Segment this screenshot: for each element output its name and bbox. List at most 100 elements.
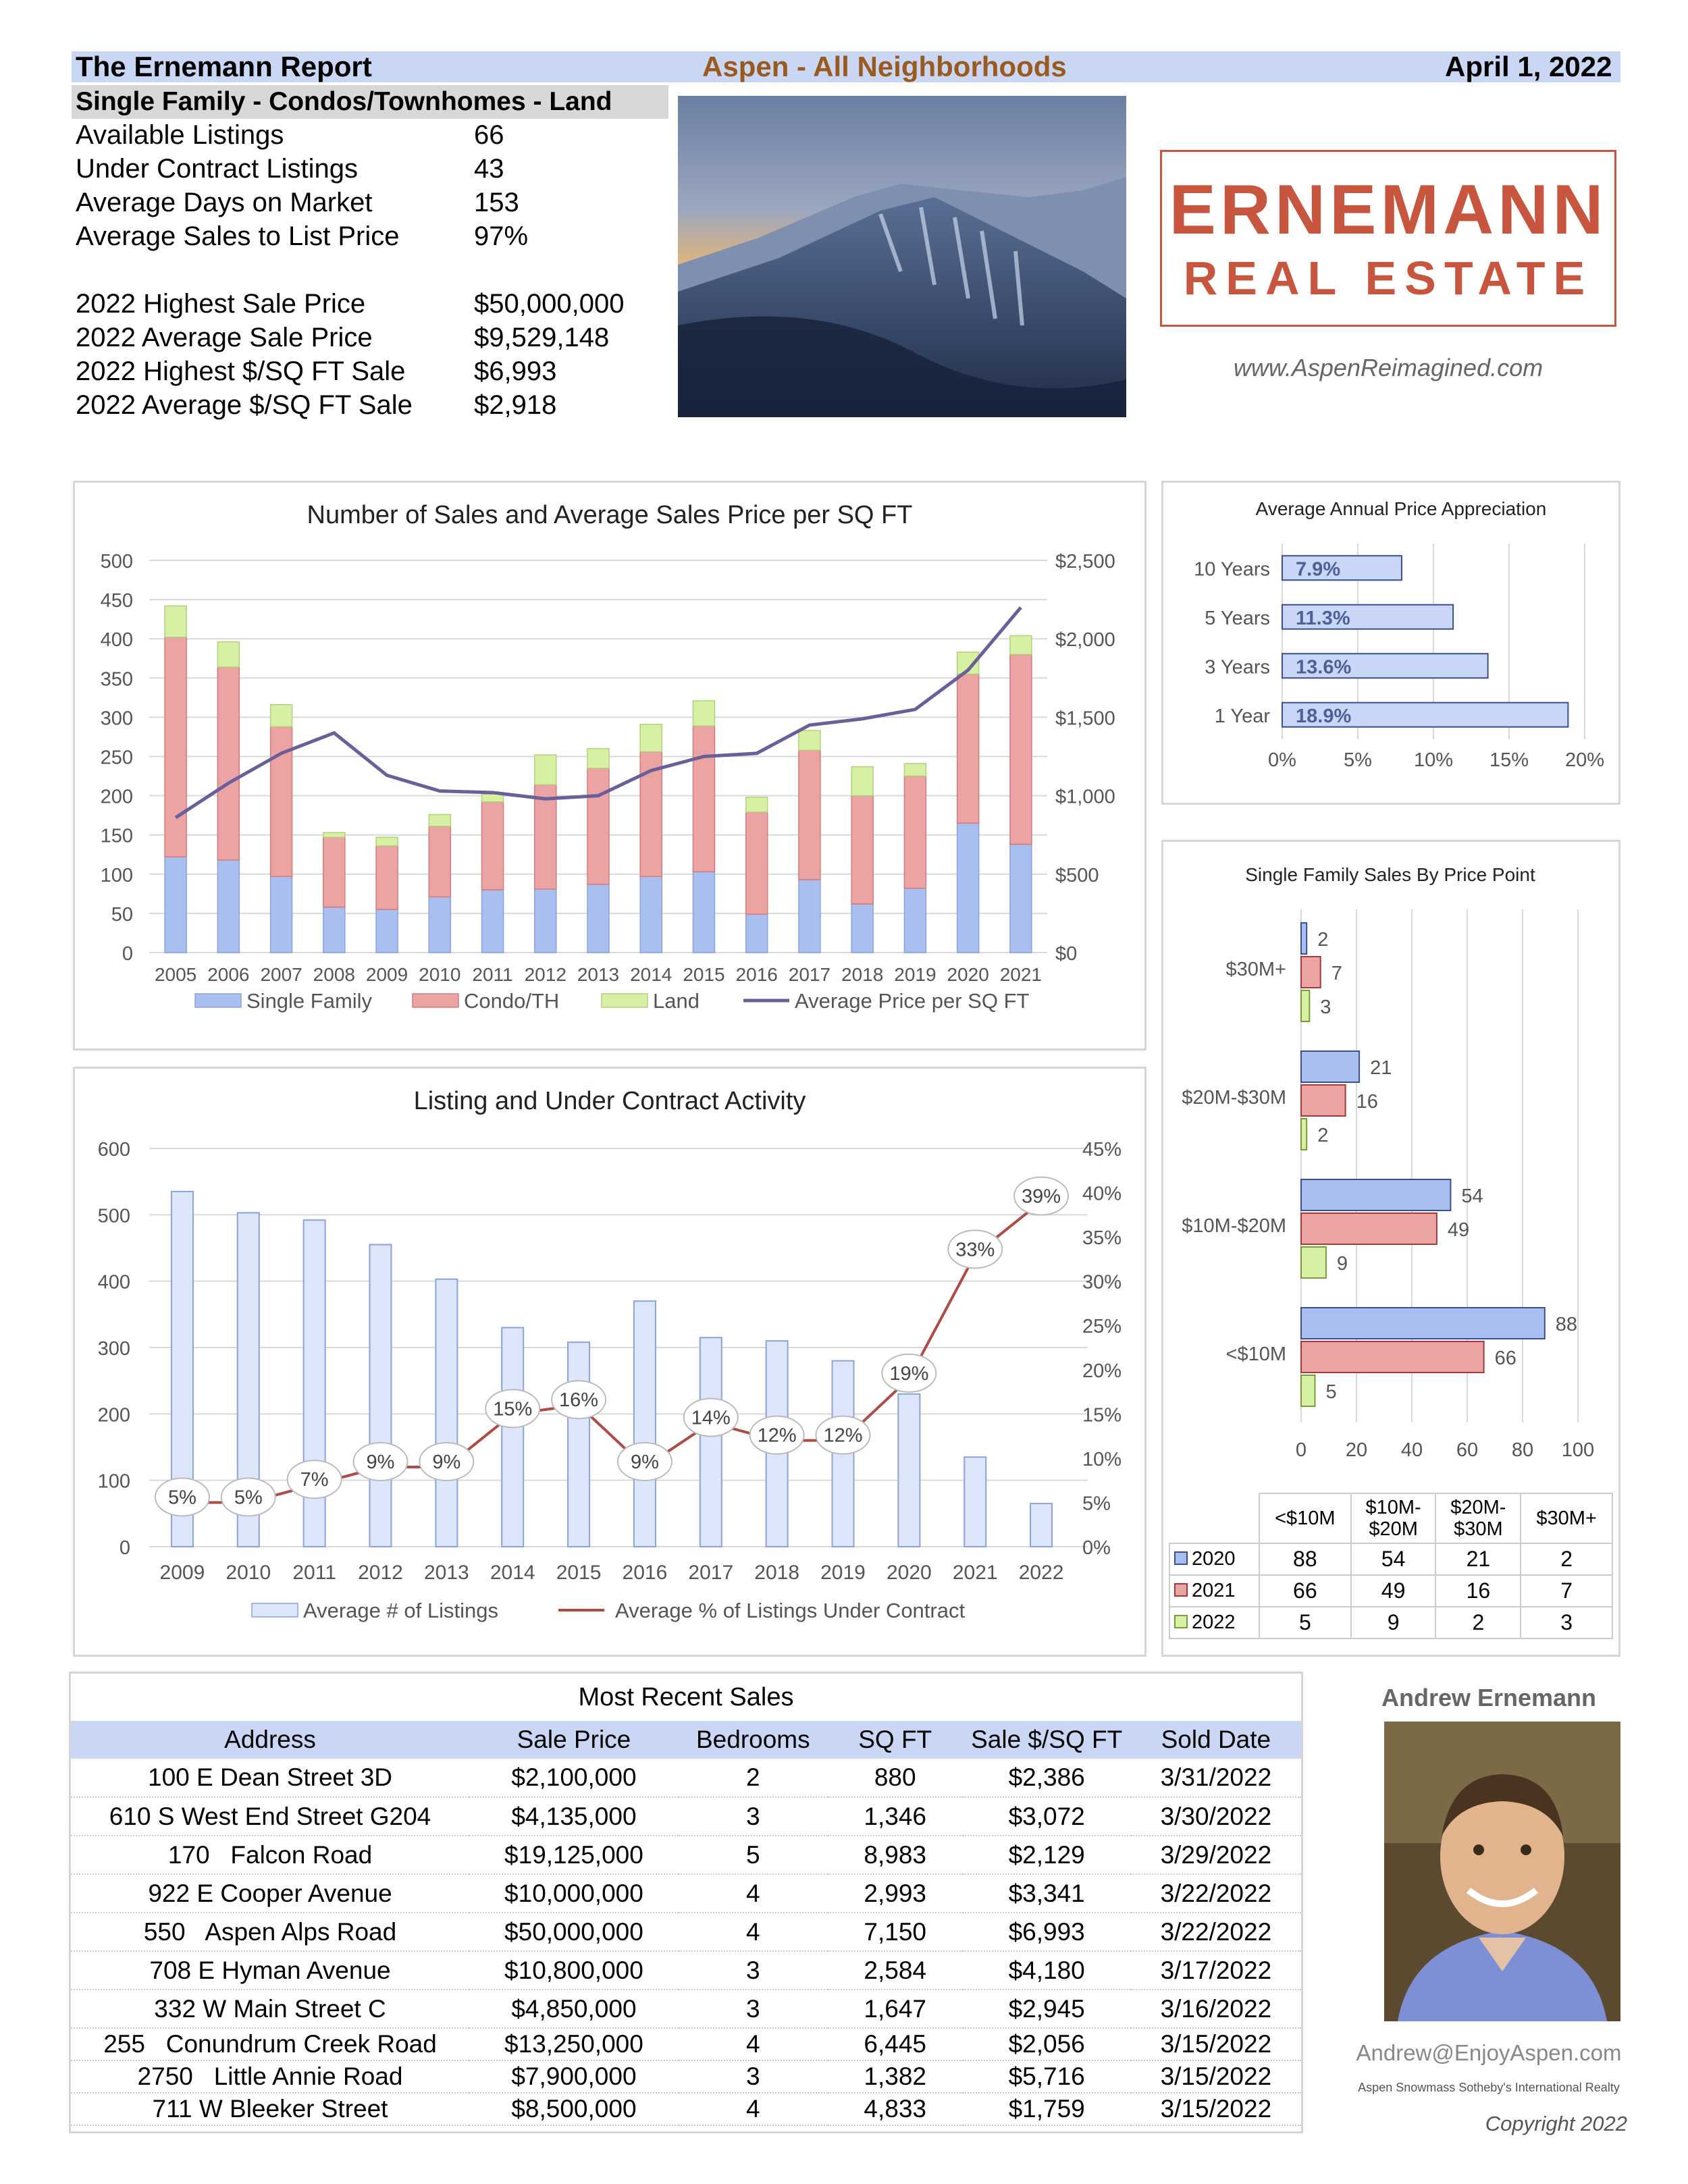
- bar-condo: [956, 673, 980, 824]
- logo-line-1: ERNEMANN: [1169, 171, 1608, 249]
- table-cell: 3/15/2022: [1160, 2062, 1272, 2090]
- stat-label: Average Sales to List Price: [76, 221, 400, 251]
- price-point-bar-2020: [1300, 1050, 1361, 1083]
- table-cell: 255 Conundrum Creek Road: [103, 2030, 437, 2058]
- bar-listings: [964, 1456, 987, 1547]
- y2-tick-label: 35%: [1082, 1227, 1122, 1249]
- x-tick-label: 80: [1512, 1439, 1533, 1461]
- y-tick-label: 0: [120, 1537, 130, 1559]
- x-tick-label: 2015: [556, 1562, 602, 1584]
- x-tick-label: 15%: [1489, 749, 1529, 771]
- table-cell: $10,000,000: [504, 1879, 643, 1907]
- bar-condo: [534, 784, 557, 890]
- bar-listings: [369, 1244, 392, 1547]
- x-tick-label: 2016: [736, 964, 778, 985]
- table-cell: 3: [746, 1994, 760, 2023]
- website-link[interactable]: www.AspenReimagined.com: [1233, 354, 1544, 381]
- data-label: 12%: [823, 1425, 862, 1447]
- table-cell: 3/15/2022: [1160, 2095, 1272, 2123]
- x-tick-label: 2018: [841, 964, 883, 985]
- x-tick-label: 2019: [820, 1562, 866, 1584]
- chart-title: Single Family Sales By Price Point: [1245, 864, 1535, 885]
- table-column-header: Bedrooms: [696, 1726, 810, 1753]
- x-tick-label: 2019: [894, 964, 936, 985]
- table-cell: 21: [1435, 1543, 1522, 1576]
- y-tick-label: 1 Year: [1215, 705, 1271, 727]
- price-per-sqft-line: [174, 606, 1022, 820]
- x-tick-label: 2015: [683, 964, 724, 985]
- table-cell: 3/17/2022: [1160, 1956, 1272, 1984]
- data-label-bubble: [1013, 1176, 1070, 1216]
- bar-land: [323, 832, 346, 838]
- table-cell: 4: [746, 1879, 760, 1907]
- bar-listings: [699, 1337, 722, 1547]
- table-cell: 7: [1520, 1574, 1613, 1607]
- data-label: 15%: [493, 1398, 532, 1420]
- listing-chart-panel: Listing and Under Contract Activity 0 100 2…: [73, 1067, 1146, 1657]
- y2-tick-label: 5%: [1082, 1493, 1111, 1514]
- bar-land: [903, 763, 927, 777]
- x-tick-label: 2016: [623, 1562, 668, 1584]
- table-cell: 9: [1350, 1606, 1437, 1639]
- bar-land: [269, 704, 293, 728]
- bar-land: [164, 605, 187, 638]
- bar-land: [798, 730, 821, 751]
- stat-value: $50,000,000: [474, 289, 625, 319]
- data-label-bubble: [485, 1389, 541, 1429]
- table-column-header: Sale $/SQ FT: [971, 1726, 1123, 1753]
- bar-value-label: 7: [1331, 963, 1342, 984]
- y2-tick-label: 45%: [1082, 1139, 1122, 1161]
- agent-email[interactable]: Andrew@EnjoyAspen.com: [1356, 2040, 1622, 2065]
- y2-tick-label: $2,500: [1055, 551, 1115, 572]
- bar-value-label: 66: [1495, 1348, 1516, 1369]
- bar-land: [428, 814, 452, 827]
- bar-condo: [745, 811, 768, 915]
- table-cell: $4,135,000: [511, 1802, 637, 1830]
- table-cell: 5: [746, 1840, 760, 1869]
- data-label: 12%: [758, 1425, 797, 1447]
- x-tick-label: 2009: [160, 1562, 205, 1584]
- legend-label: Average % of Listings Under Contract: [615, 1599, 965, 1622]
- legend-label: Condo/TH: [464, 989, 559, 1013]
- y2-tick-label: 25%: [1082, 1316, 1122, 1337]
- data-label-bubble: [749, 1415, 805, 1455]
- x-tick-label: 2012: [525, 964, 566, 985]
- bar-condo: [1009, 654, 1032, 845]
- x-tick-label: 10%: [1414, 749, 1453, 771]
- x-tick-label: 2011: [472, 964, 512, 985]
- table-column-header: Sold Date: [1161, 1726, 1271, 1753]
- table-cell: 332 W Main Street C: [154, 1994, 386, 2023]
- data-label: 7%: [300, 1469, 329, 1491]
- row-label: 2020: [1192, 1548, 1236, 1570]
- bar-listings: [567, 1341, 591, 1547]
- y-tick-label: 500: [98, 1205, 130, 1227]
- bar-value-label: 49: [1448, 1219, 1469, 1241]
- x-tick-label: 100: [1562, 1439, 1594, 1461]
- bar-condo: [587, 768, 610, 885]
- table-cell: 3: [1520, 1606, 1613, 1639]
- table-cell: $2,945: [1008, 1994, 1085, 2023]
- sales-chart-panel: Number of Sales and Average Sales Price …: [73, 481, 1146, 1050]
- data-label: 9%: [367, 1451, 395, 1473]
- table-cell: 3/22/2022: [1160, 1879, 1272, 1907]
- table-cell: $2,129: [1008, 1840, 1085, 1869]
- x-tick-label: 2010: [226, 1562, 271, 1584]
- table-cell: 8,983: [864, 1840, 926, 1869]
- table-row: 332 W Main Street C $4,850,000 3 1,647 $2,94…: [71, 1990, 1301, 2028]
- table-row: 2022 5 9 2 3: [1169, 1606, 1613, 1639]
- bar-value-label: 13.6%: [1296, 656, 1351, 678]
- bar-condo: [798, 749, 821, 880]
- table-cell: $4,850,000: [511, 1994, 637, 2023]
- table-cell: 66: [1259, 1574, 1352, 1607]
- table-cell: $6,993: [1008, 1917, 1085, 1946]
- data-label: 33%: [955, 1239, 995, 1260]
- chart-title: Number of Sales and Average Sales Price …: [307, 501, 913, 529]
- bar-single-family: [481, 889, 504, 953]
- y-tick-label: 350: [101, 668, 133, 690]
- y-tick-label: 150: [101, 826, 133, 847]
- table-column-header: Address: [224, 1726, 316, 1753]
- data-label-bubble: [352, 1442, 408, 1481]
- table-row: 170 Falcon Road $19,125,000 5 8,983 $2,129 3/…: [71, 1836, 1301, 1874]
- bar-condo: [692, 725, 716, 873]
- bar-value-label: 88: [1556, 1314, 1577, 1335]
